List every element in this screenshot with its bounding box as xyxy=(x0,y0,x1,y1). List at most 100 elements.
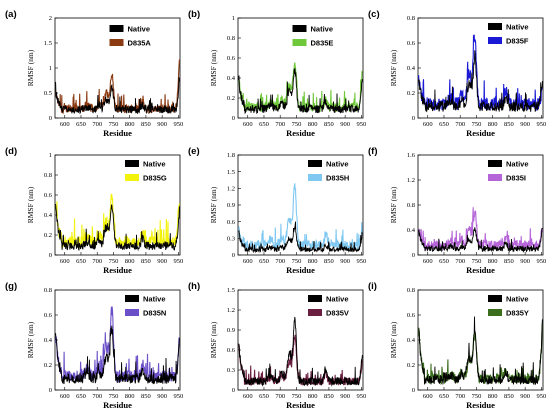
x-tick-label: 650 xyxy=(259,258,269,265)
y-tick-label: 0.8 xyxy=(227,35,235,42)
y-axis-label: RMSF (nm) xyxy=(209,321,218,358)
chart-panel: (e) 600 650 700 750 800 850 900 950 0 0.3 0.6 0.9 1.2… xyxy=(188,146,366,275)
legend-swatch xyxy=(488,37,502,44)
chart-panel: (i) 600 650 700 750 800 850 900 950 0 0.2 0.4 0.6 0.8… xyxy=(368,281,546,410)
x-tick-label: 700 xyxy=(455,258,465,265)
legend-swatch xyxy=(125,174,139,181)
series-line-native xyxy=(55,77,180,115)
y-tick-label: 1.5 xyxy=(227,287,235,294)
y-tick-label: 0.6 xyxy=(44,312,53,319)
chart-panel: (a) 600 650 700 750 800 850 900 950 0 0.5 1 1.5 2 Resi… xyxy=(5,9,183,138)
x-tick-label: 600 xyxy=(243,121,253,128)
y-tick-label: 0.4 xyxy=(407,227,416,234)
y-axis-label: RMSF (nm) xyxy=(26,321,35,358)
y-tick-label: 0 xyxy=(49,252,52,259)
legend-swatch xyxy=(125,309,139,316)
legend-swatch xyxy=(488,23,502,30)
x-tick-label: 700 xyxy=(275,121,285,128)
legend-label: D835A xyxy=(128,39,152,48)
y-tick-label: 2 xyxy=(49,15,52,22)
x-tick-label: 900 xyxy=(157,258,167,265)
legend-label: Native xyxy=(326,295,349,304)
x-tick-label: 900 xyxy=(520,258,530,265)
panel-label: (f) xyxy=(368,146,378,157)
y-tick-label: 0.6 xyxy=(227,55,236,62)
x-tick-label: 900 xyxy=(340,393,350,400)
y-tick-label: 0.6 xyxy=(407,40,416,47)
y-tick-label: 1 xyxy=(232,15,235,22)
y-tick-label: 0.4 xyxy=(227,75,236,82)
legend-swatch xyxy=(488,309,502,316)
x-tick-label: 650 xyxy=(439,258,449,265)
legend-swatch xyxy=(308,160,322,167)
x-tick-label: 750 xyxy=(109,121,119,128)
x-tick-label: 800 xyxy=(308,121,318,128)
legend-label: D835I xyxy=(506,174,526,183)
x-tick-label: 950 xyxy=(537,393,547,400)
x-tick-label: 650 xyxy=(76,258,86,265)
chart-panel: (c) 600 650 700 750 800 850 900 950 0 0.2 0.4 0.6 0.8… xyxy=(368,9,546,138)
y-tick-label: 0.3 xyxy=(227,236,235,243)
legend-swatch xyxy=(488,295,502,302)
x-axis-label: Residue xyxy=(103,128,132,138)
x-tick-label: 750 xyxy=(472,258,482,265)
x-tick-label: 750 xyxy=(292,258,302,265)
x-tick-label: 600 xyxy=(243,258,253,265)
x-tick-label: 750 xyxy=(292,121,302,128)
x-tick-label: 900 xyxy=(157,121,167,128)
chart-panel: (h) 600 650 700 750 800 850 900 950 0 0.3 0.6 0.9 1.2… xyxy=(188,281,366,410)
y-tick-label: 0.4 xyxy=(407,337,416,344)
legend-swatch xyxy=(308,309,322,316)
x-tick-label: 850 xyxy=(141,258,151,265)
plot-frame xyxy=(417,154,544,256)
x-axis-label: Residue xyxy=(103,265,132,275)
y-tick-label: 0.2 xyxy=(44,232,52,239)
panel-label: (c) xyxy=(368,9,380,20)
panel-label: (b) xyxy=(188,9,200,20)
y-tick-label: 0.3 xyxy=(227,367,235,374)
chart-panel: (d) 600 650 700 750 800 850 900 950 0 0.2 0.4 0.6 0.8… xyxy=(5,146,183,275)
y-tick-label: 0 xyxy=(412,252,415,259)
x-tick-label: 600 xyxy=(423,121,433,128)
x-tick-label: 750 xyxy=(472,393,482,400)
y-tick-label: 0.2 xyxy=(407,90,415,97)
y-tick-label: 0.9 xyxy=(227,202,235,209)
x-axis-label: Residue xyxy=(103,400,132,410)
panel-label: (a) xyxy=(5,9,17,20)
x-tick-label: 800 xyxy=(488,121,498,128)
y-tick-label: 1.5 xyxy=(227,169,235,176)
series-line-native xyxy=(418,50,543,113)
x-tick-label: 950 xyxy=(357,258,367,265)
x-axis-label: Residue xyxy=(286,128,315,138)
x-tick-label: 650 xyxy=(76,121,86,128)
legend-label: Native xyxy=(506,23,529,32)
x-tick-label: 800 xyxy=(125,393,135,400)
x-tick-label: 700 xyxy=(92,393,102,400)
y-tick-label: 0.6 xyxy=(227,219,236,226)
y-tick-label: 0.2 xyxy=(44,362,52,369)
y-tick-label: 0.6 xyxy=(227,347,236,354)
x-axis-label: Residue xyxy=(466,400,495,410)
y-axis-label: RMSF (nm) xyxy=(209,186,218,223)
x-tick-label: 750 xyxy=(109,393,119,400)
legend-label: Native xyxy=(128,25,151,34)
y-tick-label: 0.2 xyxy=(227,95,235,102)
y-tick-label: 0.4 xyxy=(44,212,53,219)
x-tick-label: 600 xyxy=(423,393,433,400)
x-tick-label: 750 xyxy=(472,121,482,128)
y-tick-label: 0 xyxy=(49,387,52,394)
x-tick-label: 600 xyxy=(60,121,70,128)
y-tick-label: 0 xyxy=(232,252,235,259)
x-tick-label: 700 xyxy=(92,258,102,265)
legend-label: D835N xyxy=(143,309,166,318)
x-axis-label: Residue xyxy=(286,265,315,275)
panel-label: (h) xyxy=(188,281,200,292)
x-tick-label: 950 xyxy=(537,121,547,128)
legend-swatch xyxy=(292,25,307,32)
legend-label: Native xyxy=(506,295,529,304)
series-line-native xyxy=(418,227,543,253)
legend-label: D835F xyxy=(506,37,529,46)
x-tick-label: 950 xyxy=(174,121,184,128)
x-tick-label: 600 xyxy=(60,258,70,265)
